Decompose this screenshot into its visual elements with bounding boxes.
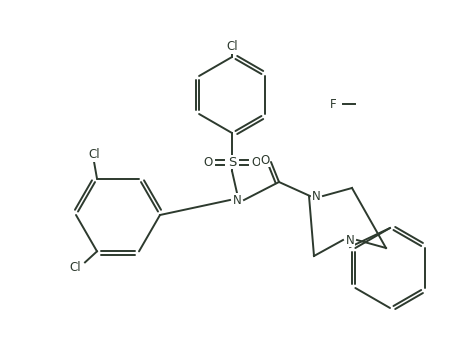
Text: N: N: [311, 189, 319, 202]
Text: O: O: [203, 156, 212, 169]
Text: O: O: [260, 153, 269, 166]
Text: S: S: [227, 156, 236, 169]
Text: Cl: Cl: [88, 148, 100, 161]
Text: N: N: [232, 194, 241, 207]
Text: Cl: Cl: [69, 261, 81, 274]
Text: Cl: Cl: [225, 40, 238, 54]
Text: O: O: [251, 156, 260, 169]
Text: F: F: [329, 98, 336, 111]
Text: N: N: [345, 233, 354, 246]
